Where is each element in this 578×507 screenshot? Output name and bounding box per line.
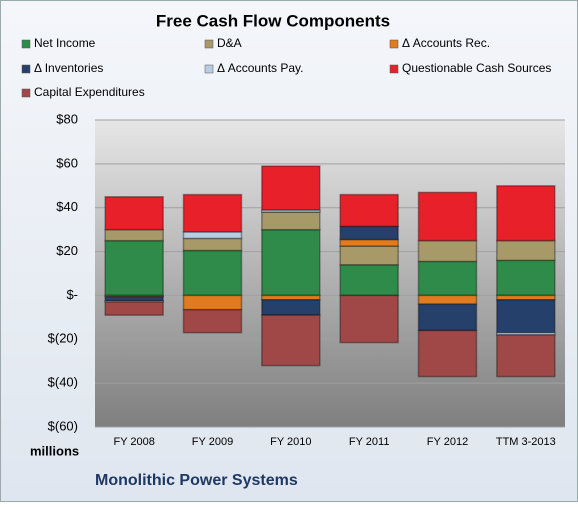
legend-label: Capital Expenditures	[34, 85, 145, 99]
bar-segment	[417, 260, 478, 297]
bar-segment	[417, 329, 478, 378]
bar-segment	[496, 259, 556, 297]
legend-label: D&A	[217, 36, 242, 50]
legend-swatch	[204, 64, 214, 74]
bar-segment	[261, 211, 321, 231]
company-name: Monolithic Power Systems	[95, 472, 298, 489]
bar-segment	[417, 303, 478, 332]
bar-segment	[104, 196, 164, 231]
bar-segment	[182, 231, 243, 240]
bar-segment	[496, 239, 556, 262]
legend-swatch	[21, 64, 31, 74]
bar-segment	[339, 245, 399, 266]
x-tick-label: FY 2010	[270, 436, 311, 448]
y-tick-label: $(20)	[48, 331, 78, 346]
legend-swatch	[204, 39, 214, 49]
legend-label: Δ Accounts Rec.	[402, 36, 490, 50]
bar-segment	[261, 165, 321, 211]
bar-segment	[496, 334, 556, 378]
y-tick-label: $(60)	[48, 418, 78, 433]
bar-segment	[104, 228, 164, 242]
bar-segment	[104, 239, 164, 297]
bar-segment	[104, 301, 164, 316]
x-tick-label: FY 2011	[349, 436, 390, 448]
y-tick-label: $40	[56, 199, 78, 214]
x-tick-label: TTM 3-2013	[496, 436, 556, 448]
bar-segment	[182, 249, 243, 297]
bar-segment	[182, 237, 243, 252]
bar-segment	[496, 185, 556, 242]
bar-segment	[339, 193, 399, 228]
x-tick-label: FY 2008	[113, 436, 154, 448]
legend-swatch	[21, 88, 31, 98]
legend-label: Δ Inventories	[34, 61, 103, 75]
bar-segment	[339, 263, 399, 297]
bar-segment	[496, 294, 556, 301]
legend-label: Questionable Cash Sources	[402, 61, 551, 75]
bar-segment	[339, 238, 399, 247]
bar-segment	[182, 294, 243, 311]
bar-segment	[417, 294, 478, 305]
unit-label: millions	[30, 443, 79, 458]
x-tick-label: FY 2009	[192, 436, 233, 448]
plot-area	[95, 120, 565, 427]
legend-swatch	[389, 64, 399, 74]
y-tick-label: $20	[56, 243, 78, 258]
bar-segment	[417, 191, 478, 242]
y-tick-label: $80	[56, 111, 78, 126]
bar-segment	[261, 228, 321, 297]
y-tick-label: $60	[56, 155, 78, 170]
bar-segment	[261, 294, 321, 301]
bar-segment	[261, 314, 321, 367]
legend-label: Net Income	[34, 36, 96, 50]
legend-swatch	[21, 39, 31, 49]
bar-segment	[261, 299, 321, 316]
y-tick-label: $(40)	[48, 375, 78, 390]
legend-swatch	[389, 39, 399, 49]
bar-segment	[496, 299, 556, 334]
chart-title: Free Cash Flow Components	[156, 11, 390, 30]
x-tick-label: FY 2012	[427, 436, 468, 448]
bar-segment	[339, 294, 399, 344]
bar-segment	[417, 239, 478, 263]
bar-segment	[182, 308, 243, 334]
y-tick-label: $-	[66, 287, 78, 302]
bar-segment	[339, 225, 399, 241]
legend-label: Δ Accounts Pay.	[217, 61, 304, 75]
bar-segment	[182, 193, 243, 233]
